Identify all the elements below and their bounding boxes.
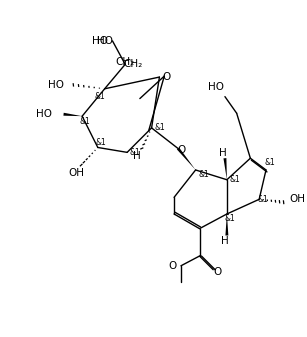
Text: HO: HO: [97, 36, 113, 46]
Text: &1: &1: [265, 158, 275, 166]
Text: HO: HO: [36, 109, 52, 119]
Text: &1: &1: [229, 175, 240, 184]
Text: &1: &1: [154, 123, 165, 132]
Polygon shape: [177, 148, 196, 170]
Text: O: O: [162, 72, 170, 82]
Text: &1: &1: [258, 195, 268, 204]
Text: OH: OH: [290, 194, 305, 204]
Text: HO: HO: [91, 36, 107, 46]
Text: OH: OH: [68, 168, 84, 178]
Text: H: H: [133, 151, 141, 161]
Text: HO: HO: [48, 80, 64, 90]
Text: H: H: [219, 148, 227, 158]
Text: &1: &1: [198, 171, 209, 179]
Text: CH₂: CH₂: [115, 57, 135, 67]
Polygon shape: [225, 214, 228, 236]
Text: O: O: [169, 261, 177, 271]
Polygon shape: [64, 113, 82, 116]
Text: O: O: [178, 145, 186, 155]
Text: HO: HO: [208, 82, 224, 92]
Text: &1: &1: [130, 148, 140, 157]
Text: O: O: [213, 267, 221, 277]
Text: &1: &1: [80, 117, 91, 126]
Text: &1: &1: [224, 214, 235, 223]
Text: CH₂: CH₂: [123, 59, 143, 69]
Text: H: H: [221, 236, 229, 246]
Text: &1: &1: [94, 92, 105, 101]
Text: &1: &1: [95, 138, 106, 147]
Polygon shape: [223, 158, 227, 180]
